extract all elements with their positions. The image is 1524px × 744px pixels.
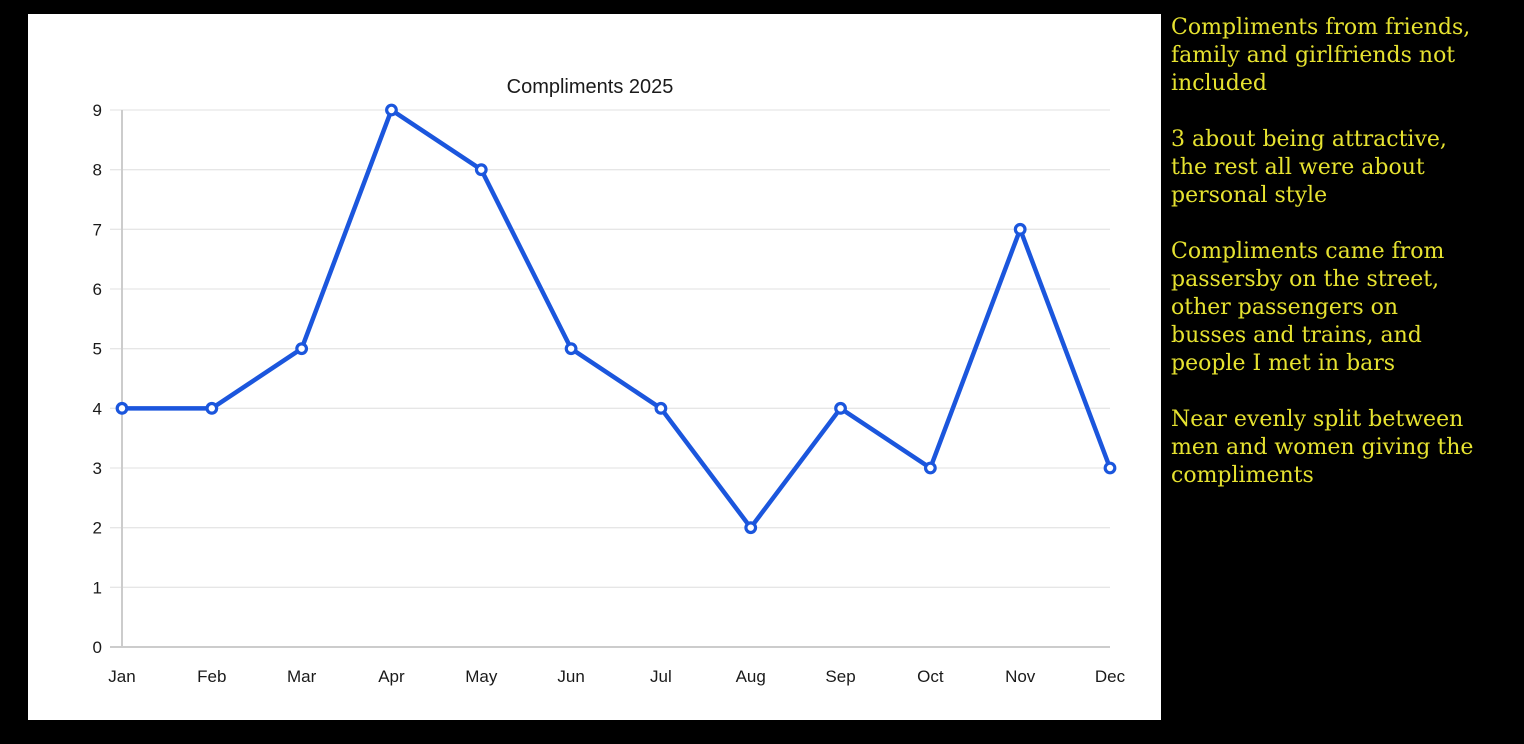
- svg-text:6: 6: [93, 280, 102, 299]
- svg-text:1: 1: [93, 578, 102, 597]
- svg-text:Feb: Feb: [197, 667, 226, 686]
- svg-text:Aug: Aug: [736, 667, 766, 686]
- chart-panel: 0 1 2 3 4 5 6 7 8 9 Jan Feb Mar Apr May Jun Jul Aug Sep Oct…: [28, 14, 1161, 720]
- svg-text:3: 3: [93, 459, 102, 478]
- svg-text:Compliments 2025: Compliments 2025: [507, 76, 674, 98]
- svg-text:Dec: Dec: [1095, 667, 1126, 686]
- svg-text:4: 4: [93, 399, 102, 418]
- svg-text:2: 2: [93, 519, 102, 538]
- note-paragraph: 3 about being attractive, the rest all w…: [1171, 127, 1447, 208]
- compliments-line-chart: 0 1 2 3 4 5 6 7 8 9 Jan Feb Mar Apr May Jun Jul Aug Sep Oct…: [93, 76, 1126, 686]
- note-paragraph: Near evenly split between men and women …: [1171, 407, 1474, 488]
- svg-text:May: May: [465, 667, 498, 686]
- svg-text:Jul: Jul: [650, 667, 672, 686]
- note-paragraph: Compliments from friends, family and gir…: [1171, 15, 1471, 96]
- svg-text:8: 8: [93, 161, 102, 180]
- svg-text:Sep: Sep: [825, 667, 855, 686]
- svg-text:Apr: Apr: [378, 667, 405, 686]
- svg-text:Nov: Nov: [1005, 667, 1036, 686]
- svg-text:Jan: Jan: [108, 667, 135, 686]
- svg-text:7: 7: [93, 220, 102, 239]
- svg-text:5: 5: [93, 340, 102, 359]
- svg-text:Oct: Oct: [917, 667, 944, 686]
- svg-text:Mar: Mar: [287, 667, 317, 686]
- svg-text:0: 0: [93, 638, 102, 657]
- svg-text:9: 9: [93, 101, 102, 120]
- note-paragraph: Compliments came from passersby on the s…: [1171, 239, 1445, 376]
- notes-panel: Compliments from friends, family and gir…: [1171, 14, 1523, 518]
- svg-text:Jun: Jun: [557, 667, 584, 686]
